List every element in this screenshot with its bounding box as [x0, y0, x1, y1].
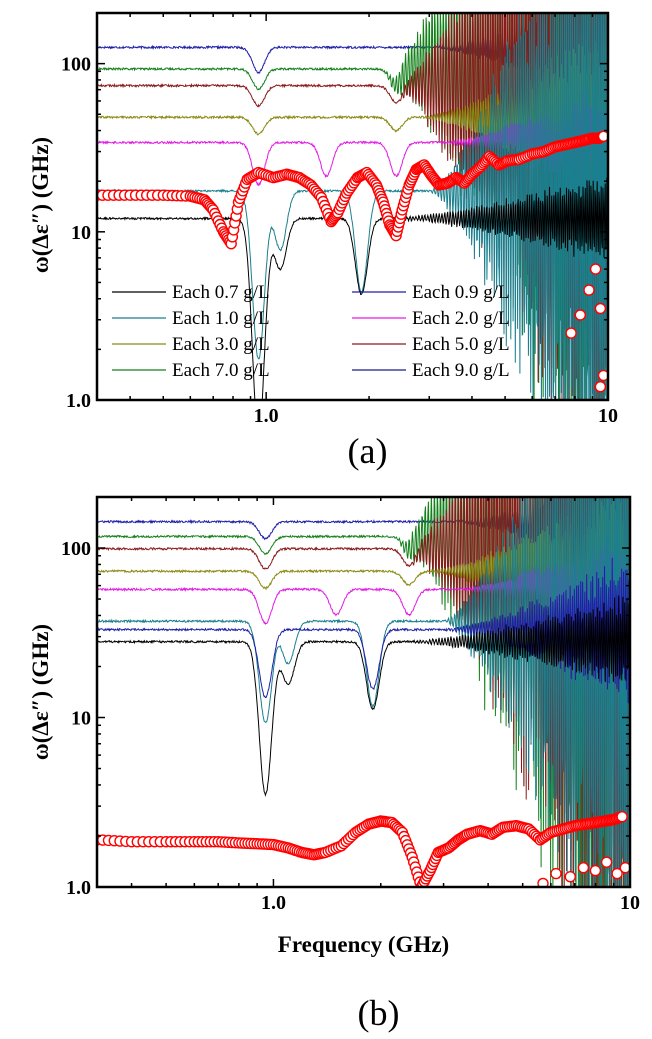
plot-area	[97, 497, 630, 887]
series-line-each_0_7	[97, 177, 608, 400]
marker-point	[597, 130, 608, 142]
marker-point	[583, 284, 595, 296]
y-tick-label: 100	[61, 54, 91, 76]
legend-label: Each 3.0 g/L	[172, 334, 270, 355]
legend-label: Each 2.0 g/L	[412, 308, 510, 329]
y-axis-title: ω(Δε″) (GHz)	[28, 137, 53, 273]
y-tick-label: 10	[71, 708, 91, 730]
y-tick-label: 10	[71, 222, 91, 244]
marker-point	[594, 302, 607, 315]
marker-point	[577, 862, 590, 874]
marker-point	[550, 867, 562, 880]
x-tick-label: 1.0	[261, 892, 286, 914]
panel-label: (a)	[348, 431, 388, 471]
marker-point	[619, 862, 630, 874]
x-axis-title: Frequency (GHz)	[278, 932, 449, 957]
marker-series	[97, 130, 608, 393]
x-tick-label: 10	[598, 405, 618, 427]
series-line-each_0_9	[97, 557, 630, 713]
plot-area	[97, 13, 608, 400]
y-tick-label: 1.0	[66, 390, 91, 412]
y-axis-title: ω(Δε″) (GHz)	[28, 624, 53, 760]
marker-point	[589, 263, 602, 275]
legend-label: Each 9.0 g/L	[412, 360, 510, 381]
axis-ticks	[97, 496, 631, 888]
marker-point	[564, 871, 576, 883]
marker-point	[565, 327, 577, 339]
series-line-each_0_7	[97, 595, 630, 798]
axis-ticks	[97, 12, 609, 401]
legend-label: Each 0.9 g/L	[412, 282, 510, 303]
legend-label: Each 5.0 g/L	[412, 334, 510, 355]
marker-point	[611, 867, 623, 880]
y-tick-label: 1.0	[66, 877, 91, 899]
legend-label: Each 7.0 g/L	[172, 360, 270, 381]
marker-point	[616, 811, 628, 823]
plot-frame	[95, 495, 632, 889]
marker-point	[600, 856, 613, 868]
series-line-each_7_0	[97, 497, 630, 887]
chart-panel-b: 1.0 10 1.0 10 100 ω(Δε″) (GHz) Frequency (GHz)…	[28, 495, 640, 1033]
x-tick-label: 1.0	[254, 405, 279, 427]
legend: Each 0.7 g/L Each 0.9 g/L Each 1.0 g/L Each…	[112, 282, 510, 381]
legend-label: Each 1.0 g/L	[172, 308, 270, 329]
marker-point	[574, 309, 586, 321]
y-tick-label: 100	[61, 538, 91, 560]
legend-label: Each 0.7 g/L	[172, 282, 270, 303]
marker-point	[597, 369, 608, 382]
x-tick-label: 10	[620, 892, 640, 914]
marker-point	[589, 864, 602, 877]
marker-point	[537, 877, 549, 887]
panel-label: (b)	[358, 993, 400, 1033]
marker-series	[97, 811, 630, 887]
chart-panel-a: 1.0 10 1.0 10 100 ω(Δε″) (GHz) (a) Each 0.7 g/L…	[28, 11, 618, 471]
plot-frame	[95, 11, 610, 402]
marker-point	[594, 381, 607, 393]
